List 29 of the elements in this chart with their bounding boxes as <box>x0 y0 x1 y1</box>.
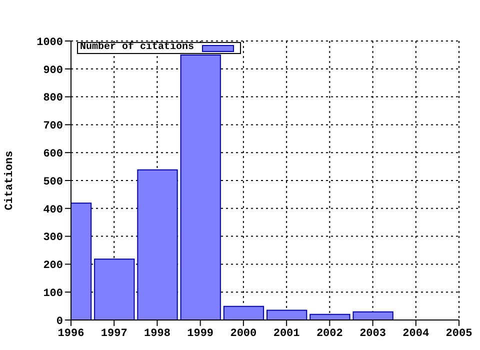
y-tick-label: 400 <box>43 204 63 216</box>
x-tick-label: 2001 <box>273 328 300 340</box>
y-tick-label: 200 <box>43 260 63 272</box>
y-axis-title: Citations <box>4 150 16 210</box>
x-tick-label: 2004 <box>402 328 430 340</box>
y-tick-label: 0 <box>56 316 63 328</box>
x-tick-label: 2000 <box>230 328 257 340</box>
y-tick-label: 1000 <box>36 36 63 49</box>
x-tick-label: 2005 <box>446 328 473 340</box>
x-tick-label: 2003 <box>360 328 386 340</box>
x-tick-label: 1997 <box>100 328 128 340</box>
bar <box>180 54 221 320</box>
y-tick-label: 800 <box>43 92 63 105</box>
bar <box>310 314 350 320</box>
bar <box>137 169 178 320</box>
bar <box>352 311 394 320</box>
y-tick-label: 900 <box>43 64 63 77</box>
y-tick-label: 300 <box>43 232 63 244</box>
y-tick-label: 600 <box>43 148 63 161</box>
y-tick-label: 700 <box>43 120 63 133</box>
y-tick-label: 500 <box>43 176 63 188</box>
bar <box>266 310 308 320</box>
x-tick-label: 1996 <box>58 328 84 340</box>
x-tick-label: 1999 <box>187 328 214 340</box>
bar <box>223 306 264 320</box>
x-tick-label: 1998 <box>144 328 171 340</box>
bar <box>94 258 135 320</box>
x-tick-label: 2002 <box>316 328 343 340</box>
y-tick-label: 100 <box>43 288 63 300</box>
